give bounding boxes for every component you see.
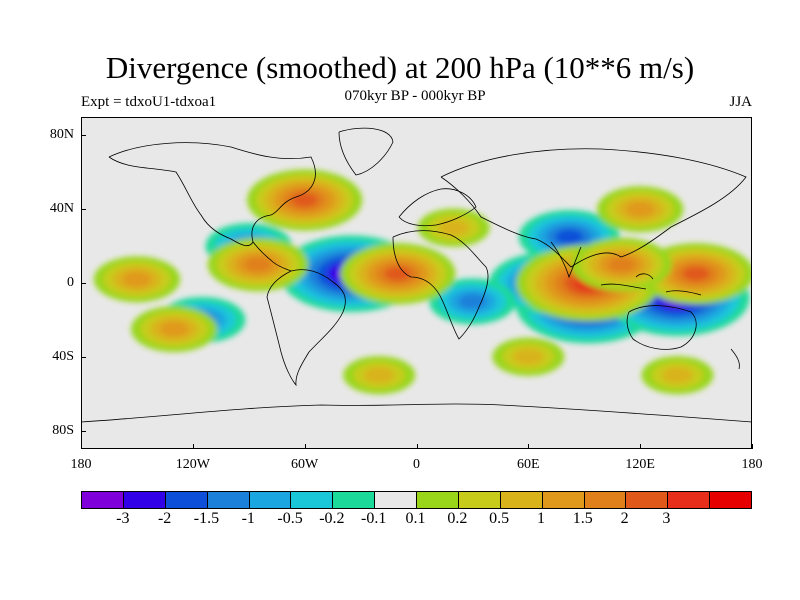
anomaly-contour-4-4 <box>555 229 584 245</box>
lon-tick-label: 0 <box>413 457 420 472</box>
colorbar-label: -2 <box>157 510 172 527</box>
coast-antarctica <box>81 403 752 423</box>
lon-tick-label: 60W <box>291 457 319 472</box>
colorbar-label: -0.5 <box>277 510 303 527</box>
coast-central-america <box>252 241 292 272</box>
colorbar-label: 1.5 <box>572 510 593 527</box>
map-plot-area <box>81 117 752 449</box>
lon-tick-label: 120W <box>175 457 210 472</box>
colorbar <box>81 491 752 509</box>
lon-tick-mark <box>640 444 642 449</box>
anomaly-contour-13-3 <box>159 321 189 337</box>
anomaly-contour-15-4 <box>607 257 636 272</box>
map-title: Divergence (smoothed) at 200 hPa (10**6 … <box>105 50 695 85</box>
coast-australia <box>626 305 697 350</box>
colorbar-box <box>584 492 627 508</box>
colorbar-box <box>165 492 208 508</box>
colorbar-label: -1.5 <box>193 510 220 527</box>
lon-tick-label: 180 <box>70 457 92 472</box>
colorbar-label: 0.2 <box>447 510 468 527</box>
colorbar-label: 1 <box>536 510 545 527</box>
divergence-map <box>81 127 752 423</box>
colorbar-box <box>710 492 751 508</box>
lon-tick-mark <box>304 444 306 449</box>
anomaly-contour-8-5 <box>384 266 412 281</box>
anomaly-contour-11-4 <box>244 257 272 272</box>
map-subtitle: 070kyr BP - 000kyr BP <box>344 88 486 104</box>
colorbar-box <box>375 492 417 508</box>
anomaly-contour-14-3 <box>122 271 152 287</box>
colorbar-box <box>500 492 543 508</box>
colorbar-label: -1 <box>241 510 255 527</box>
colorbar-label: -0.1 <box>361 510 387 527</box>
lon-tick-label: 180 <box>741 457 763 472</box>
lat-tick-label: 80S <box>52 422 74 438</box>
lat-tick-mark <box>81 356 86 358</box>
lat-tick-mark <box>81 283 86 284</box>
anomaly-contour-12-5 <box>291 192 318 208</box>
colorbar-box <box>82 492 124 508</box>
colorbar-box <box>333 492 376 508</box>
coast-asia <box>440 148 747 268</box>
anomaly-contour-16-2 <box>438 219 470 236</box>
lon-tick-label: 120E <box>625 457 655 472</box>
lat-tick-label: 40N <box>49 201 74 217</box>
colorbar-label: 2 <box>620 510 629 527</box>
anomaly-contour-10-5 <box>682 266 710 281</box>
divergence-field <box>93 169 752 395</box>
anomaly-contour-7-3 <box>458 293 487 310</box>
coast-africa <box>392 230 489 340</box>
coastlines <box>81 127 752 423</box>
lon-tick-mark <box>528 444 530 449</box>
colorbar-box <box>207 492 250 508</box>
lon-tick-mark <box>81 444 82 449</box>
colorbar-label: 3 <box>662 510 671 527</box>
lat-tick-label: 80N <box>49 127 74 143</box>
experiment-label: Expt = tdxoU1-tdxoa1 <box>81 94 217 110</box>
season-label: JJA <box>729 94 752 110</box>
anomaly-contour-17-3 <box>625 201 655 217</box>
colorbar-label: -0.2 <box>319 510 345 527</box>
coast-indonesia <box>600 273 702 296</box>
lat-tick-mark <box>81 430 86 432</box>
colorbar-label: 0.1 <box>405 510 426 527</box>
lon-tick-mark <box>416 444 418 449</box>
coast-north-america <box>108 142 316 247</box>
lon-tick-label: 60E <box>517 457 540 472</box>
lat-tick-label: 40S <box>52 348 74 364</box>
coast-south-america <box>266 269 346 387</box>
anomaly-contour-20-2 <box>662 367 693 384</box>
lon-tick-mark <box>752 444 753 449</box>
lon-tick-mark <box>192 444 194 449</box>
colorbar-box <box>123 492 166 508</box>
lat-tick-mark <box>81 135 86 137</box>
coast-india <box>550 241 582 279</box>
lat-tick-mark <box>81 209 86 211</box>
colorbar-box <box>542 492 585 508</box>
colorbar-box <box>458 492 501 508</box>
colorbar-box <box>626 492 669 508</box>
anomaly-contour-18-2 <box>363 367 395 384</box>
colorbar-label: -3 <box>116 510 130 527</box>
coast-greenland <box>338 127 394 176</box>
lat-tick-label: 0 <box>67 275 74 290</box>
colorbar-box <box>417 492 459 508</box>
colorbar-box <box>291 492 334 508</box>
coast-new-zealand <box>730 348 740 370</box>
coast-europe <box>398 188 477 227</box>
colorbar-box <box>249 492 292 508</box>
colorbar-label: 0.5 <box>489 510 510 527</box>
anomaly-contour-19-2 <box>512 348 544 365</box>
colorbar-box <box>668 492 711 508</box>
